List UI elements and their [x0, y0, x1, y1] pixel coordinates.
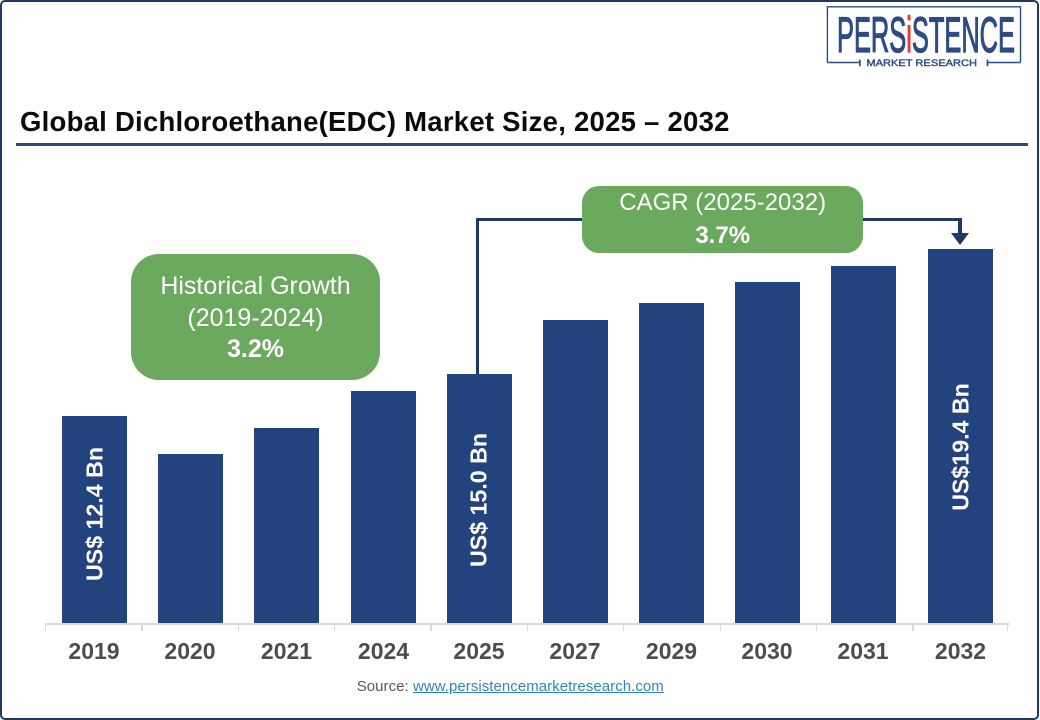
svg-text:PERSiSTENCE: PERSiSTENCE: [837, 7, 1015, 63]
svg-text:MARKET RESEARCH: MARKET RESEARCH: [866, 58, 977, 69]
